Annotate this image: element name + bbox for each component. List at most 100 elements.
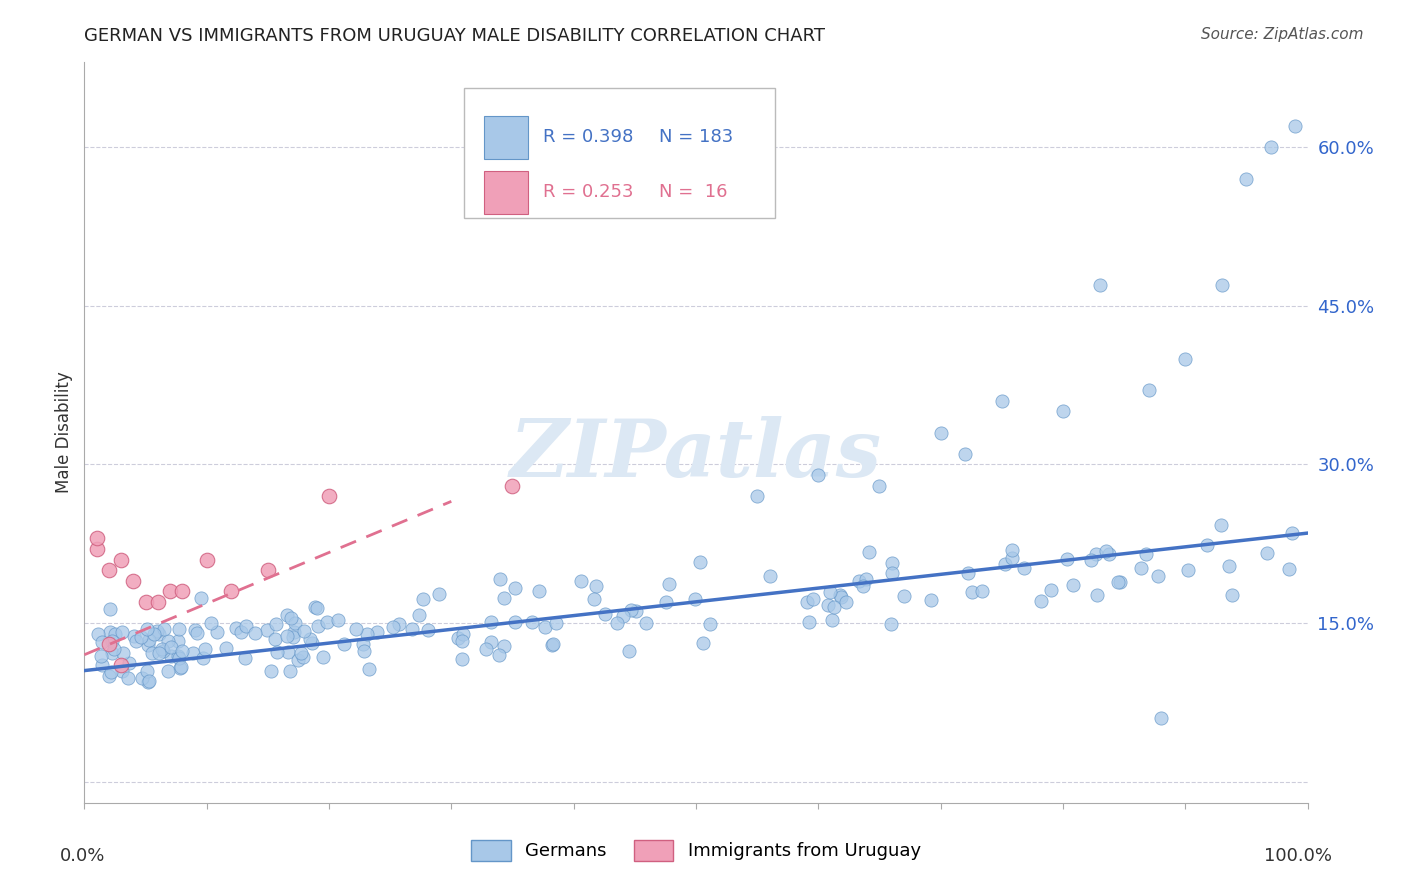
Point xyxy=(357,663,380,677)
Point xyxy=(205,624,228,639)
Point xyxy=(429,587,451,601)
Point xyxy=(284,615,307,630)
Point xyxy=(266,645,288,659)
Text: N = 183: N = 183 xyxy=(659,128,734,146)
Point xyxy=(617,644,640,658)
Point xyxy=(281,630,304,644)
Text: 0.0%: 0.0% xyxy=(60,847,105,865)
Point xyxy=(869,478,891,492)
Point xyxy=(167,634,190,648)
Point xyxy=(264,632,287,646)
Point xyxy=(352,637,374,651)
Point xyxy=(796,595,818,609)
Point xyxy=(219,584,242,599)
Point xyxy=(159,649,181,664)
Point xyxy=(1040,582,1063,597)
Point xyxy=(920,592,942,607)
Point xyxy=(142,627,165,641)
Point xyxy=(1029,593,1052,607)
Point xyxy=(110,658,132,673)
Point xyxy=(153,622,176,636)
Point xyxy=(1284,119,1306,133)
Point xyxy=(181,646,204,660)
Point xyxy=(1236,171,1258,186)
Text: Source: ZipAtlas.com: Source: ZipAtlas.com xyxy=(1201,27,1364,42)
Point xyxy=(100,665,122,680)
Point xyxy=(229,624,252,639)
Point xyxy=(298,632,321,646)
Point xyxy=(479,635,502,649)
Point xyxy=(170,644,193,658)
Point xyxy=(401,622,423,636)
Point xyxy=(110,552,132,566)
Point xyxy=(245,626,267,640)
Point xyxy=(1281,525,1303,540)
Point xyxy=(122,629,145,643)
Point xyxy=(87,627,110,641)
Point xyxy=(488,648,510,662)
Point xyxy=(817,598,839,612)
Point xyxy=(260,664,283,678)
Point xyxy=(1209,518,1232,533)
Point xyxy=(1094,544,1116,558)
Point xyxy=(166,649,188,664)
Point xyxy=(292,650,315,665)
Point xyxy=(1108,575,1130,590)
Point xyxy=(1085,548,1108,562)
Point xyxy=(131,671,153,685)
Point xyxy=(104,627,127,641)
Legend: Germans, Immigrants from Uruguay: Germans, Immigrants from Uruguay xyxy=(464,832,928,868)
Point xyxy=(1097,547,1119,561)
Y-axis label: Male Disability: Male Disability xyxy=(55,372,73,493)
Point xyxy=(138,633,160,648)
Point xyxy=(135,595,157,609)
Bar xyxy=(484,116,529,159)
Point xyxy=(148,626,170,640)
Point xyxy=(170,660,193,674)
Point xyxy=(117,671,139,685)
Point xyxy=(141,646,163,660)
Point xyxy=(1260,140,1282,154)
Point xyxy=(1062,577,1084,591)
Point xyxy=(1056,551,1078,566)
Point xyxy=(658,577,681,591)
Point xyxy=(169,622,191,636)
Point xyxy=(90,648,112,663)
Point xyxy=(546,615,568,630)
Point xyxy=(307,619,329,633)
Point xyxy=(654,595,676,609)
Point xyxy=(828,588,851,602)
Point xyxy=(1052,404,1074,418)
Point xyxy=(307,601,329,615)
Point xyxy=(103,642,125,657)
Point xyxy=(156,634,179,648)
Point xyxy=(1012,561,1035,575)
Point xyxy=(136,674,159,689)
Point xyxy=(818,584,841,599)
Point xyxy=(541,637,564,651)
Point xyxy=(191,651,214,665)
Point xyxy=(86,532,108,546)
Point xyxy=(124,634,146,648)
Point xyxy=(356,627,378,641)
Point xyxy=(312,650,335,665)
Point xyxy=(366,624,388,639)
Point xyxy=(301,636,323,650)
Point xyxy=(315,615,337,630)
Point xyxy=(606,616,628,631)
Point xyxy=(194,641,217,656)
Point xyxy=(759,569,782,583)
Point xyxy=(86,541,108,556)
Point xyxy=(956,566,979,580)
Text: GERMAN VS IMMIGRANTS FROM URUGUAY MALE DISABILITY CORRELATION CHART: GERMAN VS IMMIGRANTS FROM URUGUAY MALE D… xyxy=(84,27,825,45)
Point xyxy=(492,639,515,653)
Point xyxy=(823,600,845,615)
Point xyxy=(447,631,470,645)
Point xyxy=(479,615,502,629)
Point xyxy=(1080,553,1102,567)
Point xyxy=(382,620,405,634)
Point xyxy=(541,638,564,652)
Point xyxy=(1001,543,1024,558)
Text: 100.0%: 100.0% xyxy=(1264,847,1331,865)
Point xyxy=(830,590,852,604)
